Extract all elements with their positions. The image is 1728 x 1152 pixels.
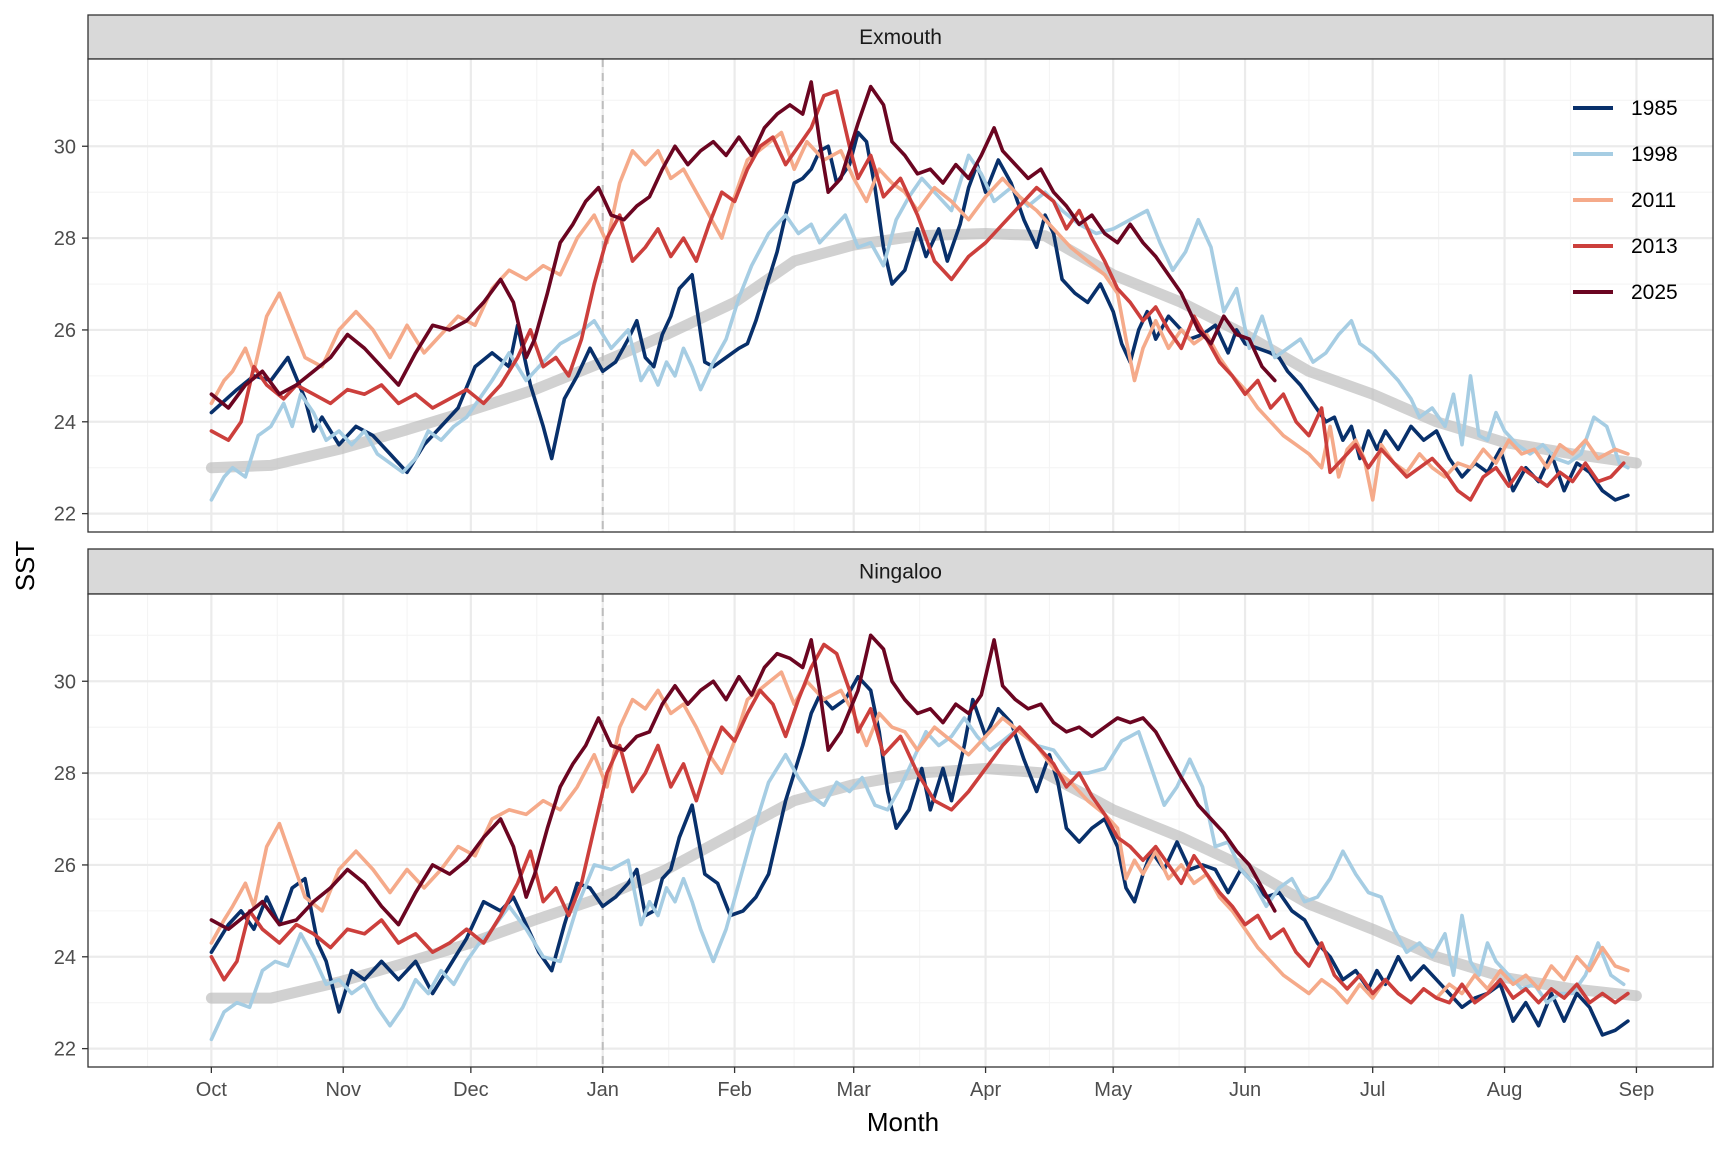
legend-item-2013: 2013 bbox=[1573, 235, 1678, 258]
y-tick-label: 26 bbox=[54, 320, 76, 342]
y-tick-label: 28 bbox=[54, 763, 76, 785]
y-tick-label: 30 bbox=[54, 671, 76, 693]
x-axis: Oct Nov Dec Jan Feb Mar Apr May Jun Jul Aug Sep bbox=[196, 1067, 1654, 1101]
x-tick-label: Jun bbox=[1229, 1079, 1261, 1101]
facet-strip-label: Ningaloo bbox=[859, 561, 942, 584]
y-tick-label: 26 bbox=[54, 855, 76, 877]
y-tick-label: 22 bbox=[54, 1039, 76, 1061]
panels: Exmouth 22 24 26 28 30 Ningaloo 22 24 26 28 30 bbox=[54, 14, 1714, 1068]
legend-item-1998: 1998 bbox=[1573, 143, 1678, 166]
series-line-2011 bbox=[209, 130, 1630, 502]
y-tick-label: 28 bbox=[54, 228, 76, 250]
panel-border bbox=[87, 58, 1714, 533]
x-tick-label: Dec bbox=[453, 1079, 489, 1101]
legend-label: 1985 bbox=[1631, 97, 1678, 120]
legend-label: 2025 bbox=[1631, 281, 1678, 304]
series-line-2025 bbox=[209, 80, 1277, 410]
y-tick-label: 30 bbox=[54, 136, 76, 158]
legend: 1985 1998 2011 2013 2025 bbox=[1573, 97, 1678, 304]
series-line-1985 bbox=[209, 130, 1630, 502]
series-line-2025 bbox=[209, 633, 1277, 931]
x-tick-label: Aug bbox=[1487, 1079, 1523, 1101]
x-tick-label: Jan bbox=[587, 1079, 619, 1101]
legend-item-1985: 1985 bbox=[1573, 97, 1678, 120]
series-line-1998 bbox=[209, 153, 1630, 502]
panel-ningaloo: Ningaloo 22 24 26 28 30 bbox=[54, 548, 1714, 1068]
facet-strip bbox=[87, 548, 1714, 595]
x-tick-label: Feb bbox=[717, 1079, 751, 1101]
x-tick-label: Oct bbox=[196, 1079, 228, 1101]
legend-label: 2013 bbox=[1631, 235, 1678, 258]
panel-exmouth: Exmouth 22 24 26 28 30 bbox=[54, 14, 1714, 533]
y-tick-label: 22 bbox=[54, 504, 76, 526]
x-tick-label: May bbox=[1094, 1079, 1132, 1101]
y-tick-label: 24 bbox=[54, 947, 76, 969]
legend-label: 1998 bbox=[1631, 143, 1678, 166]
x-tick-label: Jul bbox=[1360, 1079, 1386, 1101]
series-line-2013 bbox=[209, 642, 1630, 1005]
facet-strip bbox=[87, 14, 1714, 60]
panel-border bbox=[87, 593, 1714, 1068]
plot-area bbox=[88, 59, 1713, 532]
y-axis: 22 24 26 28 30 bbox=[54, 136, 88, 526]
y-axis-title: SST bbox=[10, 541, 40, 592]
x-tick-label: Nov bbox=[325, 1079, 361, 1101]
facet-strip-label: Exmouth bbox=[859, 26, 942, 49]
y-tick-label: 24 bbox=[54, 412, 76, 434]
legend-label: 2011 bbox=[1631, 189, 1676, 212]
legend-item-2025: 2025 bbox=[1573, 281, 1678, 304]
x-tick-label: Mar bbox=[836, 1079, 871, 1101]
x-tick-label: Apr bbox=[970, 1079, 1001, 1101]
series-line-2013 bbox=[209, 89, 1626, 502]
y-axis: 22 24 26 28 30 bbox=[54, 671, 88, 1061]
x-axis-title: Month bbox=[867, 1107, 939, 1137]
legend-item-2011: 2011 bbox=[1573, 189, 1676, 212]
x-tick-label: Sep bbox=[1619, 1079, 1655, 1101]
